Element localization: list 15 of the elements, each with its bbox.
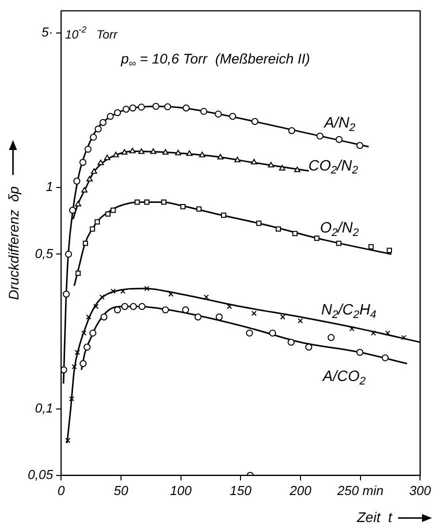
y-tick-label: 1 bbox=[46, 179, 54, 194]
x-tick-label: 150 bbox=[230, 482, 252, 498]
x-tick-label: 100 bbox=[170, 482, 192, 498]
y-tick-label: 0,05 bbox=[28, 467, 54, 482]
y-tick-label: 5· bbox=[42, 24, 54, 40]
y-tick-label: 0,5 bbox=[35, 246, 54, 261]
x-axis-title: Zeit t bbox=[356, 508, 394, 525]
x-tick-label: 0 bbox=[57, 482, 66, 498]
y-axis-title: Druckdifferenz δp bbox=[5, 186, 22, 300]
y-tick-label: 0,1 bbox=[35, 400, 54, 416]
x-tick-label: 300 bbox=[409, 482, 432, 498]
x-tick-label: 200 bbox=[288, 482, 312, 498]
x-tick-label: 50 bbox=[114, 482, 129, 498]
annotation: p∞ = 10,6 Torr (Meßbereich II) bbox=[120, 50, 310, 70]
x-tick-label: 250 min bbox=[336, 482, 384, 498]
